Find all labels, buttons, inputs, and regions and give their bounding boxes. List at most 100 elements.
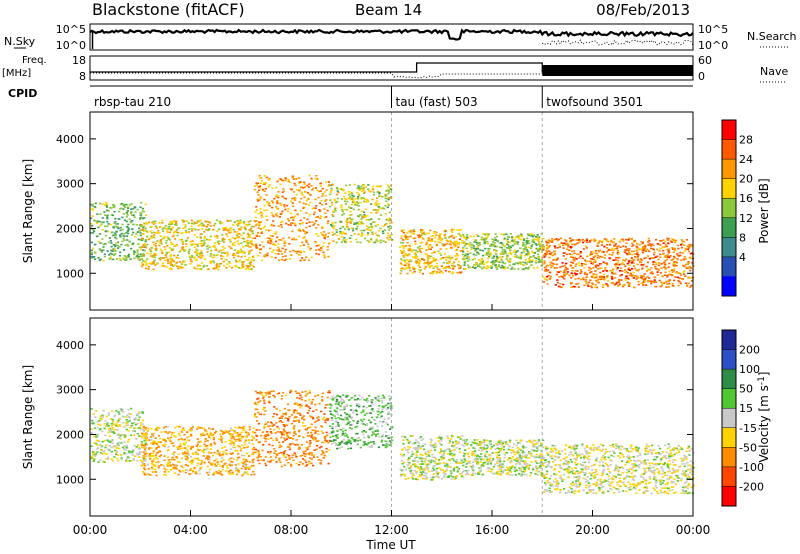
heatmap-cell <box>578 264 581 267</box>
heatmap-cell <box>200 427 203 429</box>
heatmap-cell <box>617 281 621 283</box>
heatmap-cell <box>158 244 161 247</box>
heatmap-cell <box>275 194 278 196</box>
heatmap-cell <box>434 240 437 243</box>
heatmap-cell <box>237 222 240 225</box>
heatmap-cell <box>298 188 301 191</box>
heatmap-cell <box>494 259 497 262</box>
heatmap-cell <box>421 233 424 235</box>
heatmap-cell <box>625 271 628 273</box>
heatmap-cell <box>547 246 551 248</box>
heatmap-cell <box>167 260 170 262</box>
heatmap-cell <box>416 255 419 258</box>
heatmap-cell <box>136 418 139 421</box>
heatmap-cell <box>203 241 206 244</box>
heatmap-cell <box>183 260 186 263</box>
heatmap-cell <box>659 256 662 258</box>
heatmap-cell <box>168 465 171 467</box>
heatmap-cell <box>218 451 221 454</box>
heatmap-cell <box>206 455 209 457</box>
heatmap-cell <box>611 278 614 280</box>
heatmap-cell <box>104 425 108 427</box>
heatmap-cell <box>451 262 454 265</box>
heatmap-cell <box>260 392 263 394</box>
heatmap-cell <box>376 185 379 187</box>
heatmap-cell <box>250 241 253 243</box>
heatmap-cell <box>173 472 176 474</box>
heatmap-cell <box>198 220 201 223</box>
heatmap-cell <box>141 412 144 414</box>
heatmap-cell <box>155 426 159 429</box>
heatmap-cell <box>564 269 567 271</box>
heatmap-cell <box>101 414 104 417</box>
heatmap-cell <box>120 409 123 411</box>
heatmap-cell <box>308 221 311 223</box>
heatmap-cell <box>381 195 384 198</box>
heatmap-cell <box>652 248 655 251</box>
heatmap-cell <box>665 258 668 261</box>
heatmap-cell <box>272 394 275 397</box>
heatmap-cell <box>125 459 128 462</box>
heatmap-cell <box>589 279 592 282</box>
heatmap-cell <box>241 266 244 269</box>
heatmap-cell <box>121 228 124 231</box>
heatmap-cell <box>247 253 251 255</box>
heatmap-cell <box>435 272 438 274</box>
heatmap-cell <box>512 263 515 265</box>
heatmap-cell <box>540 259 543 261</box>
heatmap-cell <box>127 253 130 256</box>
heatmap-cell <box>168 438 171 441</box>
heatmap-cell <box>178 261 182 263</box>
heatmap-cell <box>256 223 259 225</box>
heatmap-cell <box>313 222 316 225</box>
heatmap-cell <box>229 448 233 450</box>
heatmap-cell <box>413 267 416 270</box>
heatmap-cell <box>350 227 353 229</box>
heatmap-cell <box>569 240 572 243</box>
heatmap-cell <box>420 230 423 232</box>
heatmap-cell <box>202 266 205 268</box>
heatmap-cell <box>429 272 432 274</box>
heatmap-cell <box>579 255 582 258</box>
heatmap-cell <box>348 184 351 186</box>
heatmap-cell <box>195 252 198 255</box>
heatmap-cell <box>93 251 96 254</box>
heatmap-cell <box>348 221 351 223</box>
heatmap-cell <box>240 431 243 434</box>
heatmap-cell <box>153 464 157 466</box>
heatmap-cell <box>456 241 459 244</box>
heatmap-cell <box>132 214 135 217</box>
heatmap-cell <box>685 239 689 241</box>
heatmap-cell <box>223 432 226 434</box>
heatmap-cell <box>263 402 266 404</box>
heatmap-cell <box>308 390 311 392</box>
heatmap-cell <box>591 283 594 286</box>
heatmap-cell <box>99 213 102 215</box>
heatmap-cell <box>154 437 157 439</box>
heatmap-cell <box>366 228 369 231</box>
heatmap-cell <box>143 254 146 256</box>
heatmap-cell <box>144 267 148 270</box>
heatmap-cell <box>405 236 408 238</box>
heatmap-cell <box>102 460 105 463</box>
heatmap-cell <box>130 211 133 213</box>
heatmap-cell <box>360 185 363 188</box>
heatmap-cell <box>376 224 379 226</box>
heatmap-cell <box>298 181 301 183</box>
heatmap-cell <box>154 471 158 473</box>
heatmap-cell <box>540 233 543 235</box>
heatmap-cell <box>654 285 657 288</box>
heatmap-cell <box>138 451 141 453</box>
heatmap-cell <box>534 243 537 245</box>
heatmap-cell <box>415 260 418 262</box>
heatmap-cell <box>199 445 202 447</box>
heatmap-cell <box>129 450 132 453</box>
heatmap-cell <box>182 227 185 230</box>
heatmap-cell <box>211 428 214 430</box>
heatmap-cell <box>589 253 592 255</box>
heatmap-cell <box>414 254 418 256</box>
heatmap-cell <box>298 412 301 415</box>
heatmap-cell <box>614 247 617 250</box>
heatmap-cell <box>260 459 263 461</box>
heatmap-cell <box>531 250 534 253</box>
